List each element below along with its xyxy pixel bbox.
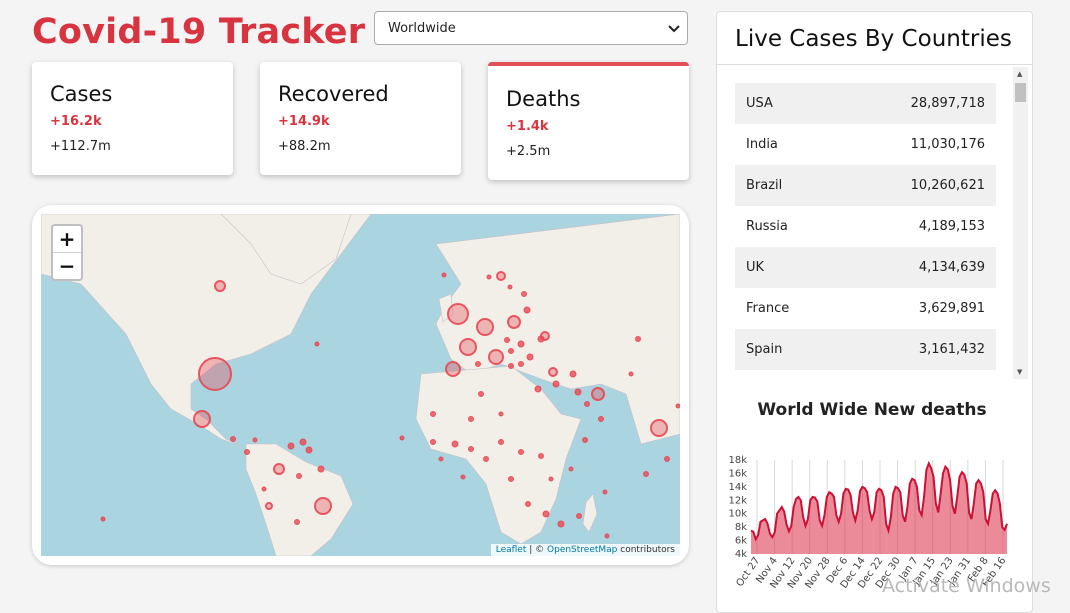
country-cases: 28,897,718 (910, 96, 985, 111)
chevron-down-icon (668, 25, 680, 33)
windows-activation-watermark: Activate Windows (882, 575, 1051, 597)
country-name: UK (746, 260, 765, 275)
country-name: Brazil (746, 178, 783, 193)
country-name: France (746, 301, 790, 316)
map-tiles (41, 214, 680, 556)
country-select-value: Worldwide (388, 20, 456, 36)
usa-marker (198, 357, 232, 391)
deaths-today: +1.4k (506, 119, 549, 134)
iran-marker (591, 387, 605, 401)
france-marker (459, 338, 477, 356)
uk-marker (447, 303, 469, 325)
uk-landmass (438, 293, 454, 323)
y-tick-label: 6k (735, 536, 747, 547)
zoom-in-button[interactable]: + (53, 226, 81, 253)
table-row: France 3,629,891 (735, 288, 996, 329)
country-cases: 11,030,176 (910, 137, 985, 152)
country-name: Russia (746, 219, 788, 234)
cases-card[interactable]: Cases +16.2k +112.7m (32, 62, 233, 175)
scroll-down-arrow-icon[interactable]: ▼ (1017, 368, 1023, 376)
cases-card-title: Cases (50, 82, 113, 106)
leaflet-link[interactable]: Leaflet (495, 545, 527, 555)
country-cases: 3,161,432 (918, 342, 985, 357)
country-name: Spain (746, 342, 783, 357)
y-tick-label: 18k (728, 455, 747, 466)
south-america-landmass (245, 443, 354, 556)
cases-total: +112.7m (50, 139, 111, 154)
mexico-marker (193, 410, 211, 428)
map-container: + − Leaflet | © OpenStreetMap contributo… (32, 205, 689, 565)
table-row: USA 28,897,718 (735, 83, 996, 124)
table-row: India 11,030,176 (735, 124, 996, 165)
y-tick-label: 10k (728, 509, 747, 520)
recovered-total: +88.2m (278, 139, 331, 154)
table-row: UK 4,134,639 (735, 247, 996, 288)
russia-marker (496, 271, 506, 281)
canada-marker (214, 280, 226, 292)
live-table-title: Live Cases By Countries (735, 26, 1012, 52)
africa-landmass (415, 365, 582, 545)
country-cases: 10,260,621 (910, 178, 985, 193)
madagascar-landmass (582, 493, 598, 533)
india-marker (650, 419, 668, 437)
y-tick-label: 14k (728, 482, 747, 493)
deaths-card[interactable]: Deaths +1.4k +2.5m (488, 62, 689, 180)
southafrica-marker (548, 367, 558, 377)
zoom-out-button[interactable]: − (58, 254, 76, 278)
deaths-area (751, 463, 1007, 554)
spain-marker (445, 361, 461, 377)
recovered-card[interactable]: Recovered +14.9k +88.2m (260, 62, 461, 175)
brazil-marker (314, 497, 332, 515)
poland-marker (507, 315, 521, 329)
peru-marker (265, 502, 273, 510)
chart-title: World Wide New deaths (757, 400, 987, 420)
app-title: Covid-19 Tracker (32, 12, 366, 52)
y-tick-label: 16k (728, 468, 747, 479)
y-tick-label: 8k (735, 522, 747, 533)
map-attribution: Leaflet | © OpenStreetMap contributors (490, 544, 680, 556)
deaths-total: +2.5m (506, 144, 551, 159)
deaths-line (750, 460, 1008, 542)
right-panel: Live Cases By Countries USA 28,897,718 Ind… (716, 11, 1033, 613)
zoom-control: + − (51, 224, 83, 281)
country-cases: 4,189,153 (918, 219, 985, 234)
country-cases: 4,134,639 (918, 260, 985, 275)
italy-marker (488, 349, 504, 365)
world-map[interactable]: + − Leaflet | © OpenStreetMap contributo… (41, 214, 680, 556)
scroll-up-arrow-icon[interactable]: ▲ (1017, 70, 1023, 78)
deaths-card-title: Deaths (506, 87, 581, 111)
osm-link[interactable]: OpenStreetMap (547, 545, 618, 555)
cases-today: +16.2k (50, 114, 102, 129)
divider (717, 64, 1032, 65)
recovered-card-title: Recovered (278, 82, 389, 106)
country-name: India (746, 137, 778, 152)
greenland-landmass (220, 214, 352, 285)
country-select[interactable]: Worldwide (374, 11, 688, 45)
country-cases: 3,629,891 (918, 301, 985, 316)
germany-marker (476, 318, 494, 336)
scrollbar-thumb[interactable] (1015, 83, 1026, 102)
y-tick-label: 12k (728, 495, 747, 506)
recovered-today: +14.9k (278, 114, 330, 129)
attribution-rest: contributors (617, 545, 675, 555)
colombia-marker (273, 463, 285, 475)
table-scrollbar[interactable]: ▲ ▼ (1013, 67, 1028, 379)
live-cases-table[interactable]: USA 28,897,718 India 11,030,176 Brazil 10,260… (735, 83, 996, 373)
table-row: Russia 4,189,153 (735, 206, 996, 247)
table-row: Brazil 10,260,621 (735, 165, 996, 206)
table-row: Spain 3,161,432 (735, 329, 996, 370)
country-name: USA (746, 96, 773, 111)
attribution-sep: | © (526, 545, 548, 555)
y-tick-label: 4k (735, 549, 747, 560)
